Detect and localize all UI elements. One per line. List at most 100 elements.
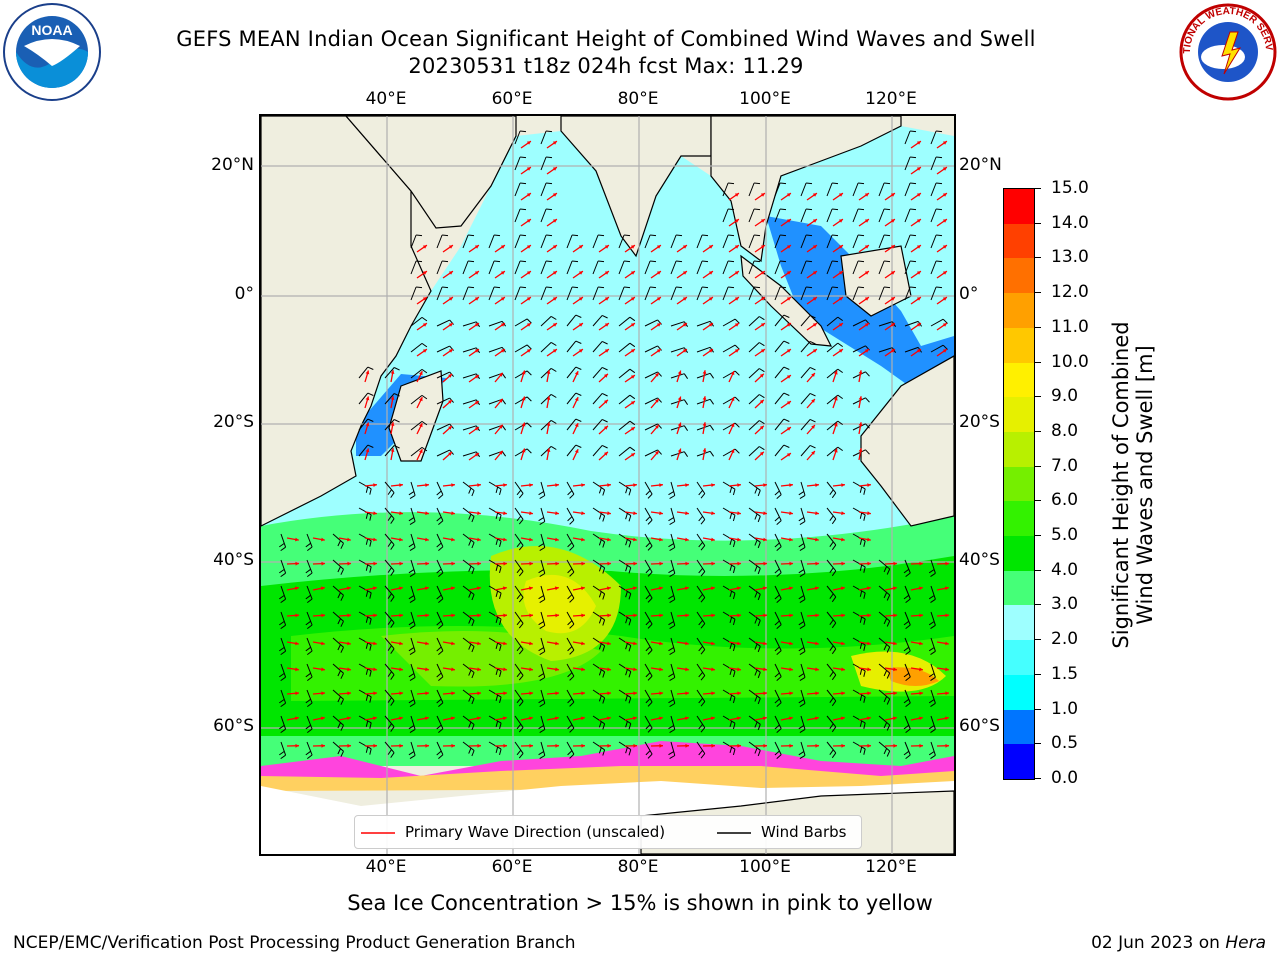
wind-barb [279,585,287,604]
colorbar-segment [1004,744,1034,779]
wave-direction-arrow [702,641,715,646]
colorbar-tick-label: 15.0 [1051,178,1089,198]
wind-barb [592,559,606,574]
wind-barb [358,392,374,405]
wind-barb [696,585,706,603]
madagascar-land [388,370,444,462]
wind-barb [826,342,843,353]
wave-direction-arrow [338,641,351,646]
wind-barb [798,741,806,760]
wind-barb [644,611,653,629]
wind-barb [903,559,911,577]
wind-barb [826,533,837,551]
wave-direction-arrow [520,613,534,618]
wind-barb [696,507,706,525]
wave-direction-arrow [442,586,455,591]
wind-barb [358,637,372,651]
wind-barb [852,182,865,197]
colorbar-tick-mark [1035,326,1041,328]
wind-barb [878,260,891,275]
wind-barb [592,392,608,405]
wind-barb [436,689,444,707]
wind-barb [800,182,813,197]
colorbar-segment [1004,674,1034,710]
wind-barb [279,533,287,552]
wave-direction-arrow [494,537,507,542]
wave-direction-arrow [806,561,820,566]
wave-direction-arrow [858,537,871,542]
wind-barb [538,507,546,526]
wind-barb [798,637,806,656]
wave-direction-arrow [728,348,740,357]
wave-direction-arrow [416,244,428,253]
wind-barb [852,234,865,249]
wind-barb [279,689,287,708]
wave-direction-arrow [676,586,689,591]
wind-barb [748,342,765,353]
wave-direction-arrow [494,586,507,591]
wind-barb [928,663,936,682]
wave-direction-arrow [520,511,533,516]
lat-tick-right: 20°N [959,155,1002,175]
wind-barb [410,316,428,327]
wind-barb [670,399,689,405]
colorbar-tick-mark [1035,569,1041,571]
wave-direction-arrow [832,244,844,253]
wave-direction-arrow [546,448,551,461]
wave-direction-arrow [884,561,898,566]
wind-barb [436,637,444,655]
wave-direction-arrow [286,613,300,618]
wave-direction-arrow [416,691,430,696]
lon-tick-top: 100°E [739,89,791,109]
lon-tick-top: 40°E [365,89,407,109]
wave-direction-arrow [390,511,403,516]
wind-barb [668,741,676,760]
wind-barb [826,611,837,629]
wave-direction-arrow [728,483,741,487]
wave-direction-arrow [364,667,377,672]
wave-direction-arrow [442,244,454,253]
wind-barb [618,342,636,353]
wave-direction-arrow [546,244,558,253]
wave-direction-arrow [780,348,792,357]
footer-right: 02 Jun 2023 on Hera [1091,933,1266,953]
wave-direction-arrow [780,691,794,696]
wave-direction-arrow [650,483,663,487]
wind-barb [592,366,608,379]
wind-barb [538,637,546,656]
wave-direction-arrow [468,322,480,331]
wave-direction-arrow [780,716,793,721]
wind-barb [722,286,735,301]
wave-direction-arrow [676,641,689,646]
wave-direction-arrow [442,270,454,279]
wave-direction-arrow [858,192,870,201]
wave-direction-arrow [494,398,504,409]
lon-tick-top: 80°E [617,89,659,109]
wave-direction-arrow [572,561,586,566]
wave-direction-arrow [286,641,299,646]
wind-barb [566,340,582,353]
wind-barb [384,533,395,550]
wave-direction-arrow [676,613,690,618]
wave-direction-arrow [702,613,716,618]
wind-barb [668,663,676,682]
colorbar-tick-label: 1.5 [1051,663,1079,684]
wind-barb [436,260,449,275]
wave-direction-arrow [676,244,688,253]
wave-direction-arrow [624,348,636,357]
wave-direction-arrow [702,348,714,357]
wave-direction-arrow [312,667,325,672]
wind-barb [928,611,936,630]
lat-tick-right: 0° [959,284,979,304]
wave-direction-layer [286,140,950,748]
colorbar-tick-mark [1035,222,1041,224]
wind-barb [279,715,287,734]
wind-barb [670,234,683,249]
colorbar-segment [1004,536,1034,571]
wind-barb [826,368,843,379]
wind-barb [722,344,740,353]
wind-barb [566,444,582,457]
wave-direction-arrow [806,296,818,305]
wind-barb [410,368,428,379]
wind-barb [800,392,816,405]
